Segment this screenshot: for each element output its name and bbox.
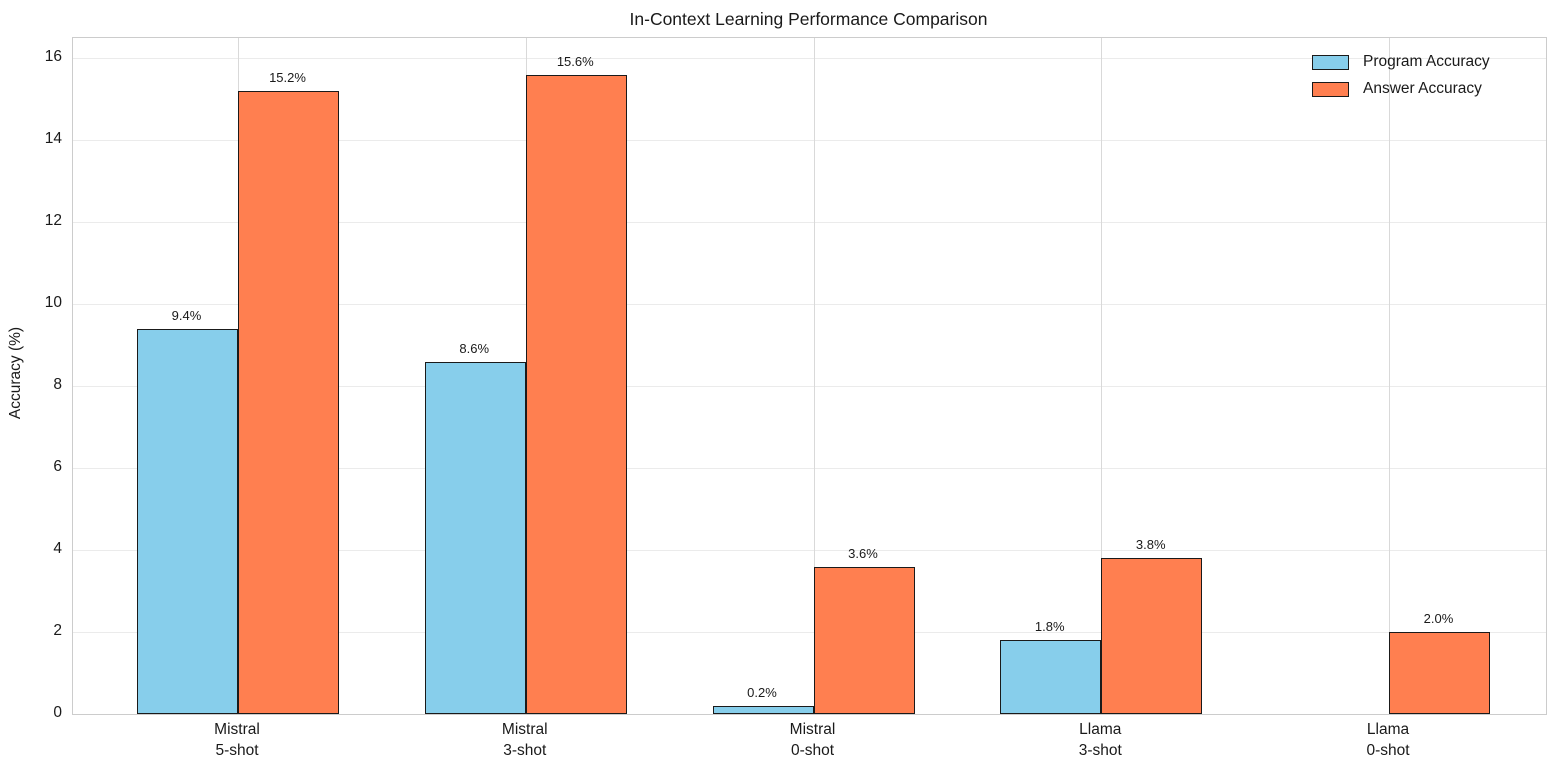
x-tick-label-mistral-3-shot: Mistral 3-shot <box>501 721 548 759</box>
v-gridline <box>1101 38 1103 714</box>
bar-program-accuracy-mistral-0-shot <box>712 705 814 714</box>
legend-swatch-program-accuracy <box>1312 54 1349 70</box>
h-gridline <box>73 386 1546 388</box>
h-gridline <box>73 304 1546 306</box>
y-tick-label: 12 <box>44 212 62 230</box>
bar-program-accuracy-mistral-5-shot <box>137 328 238 714</box>
legend-label-answer-accuracy: Answer Accuracy <box>1363 80 1482 97</box>
h-gridline <box>73 550 1546 552</box>
bar-value-label: 0.2% <box>747 684 777 700</box>
bar-answer-accuracy-mistral-3-shot <box>525 74 627 714</box>
h-gridline <box>73 222 1546 224</box>
bar-program-accuracy-mistral-3-shot <box>424 361 526 714</box>
y-tick-label: 2 <box>53 622 62 640</box>
x-tick-label-llama-0-shot: Llama 0-shot <box>1366 721 1410 759</box>
chart-title: In-Context Learning Performance Comparis… <box>629 9 988 29</box>
bar-value-label: 8.6% <box>459 340 490 356</box>
y-tick-label: 0 <box>53 704 62 721</box>
x-tick-label-mistral-5-shot: Mistral 5-shot <box>214 721 260 759</box>
plot-area <box>72 37 1547 715</box>
legend-item-answer-accuracy: Answer Accuracy <box>1312 80 1490 98</box>
y-axis-label: Accuracy (%) <box>7 326 24 420</box>
bar-answer-accuracy-mistral-0-shot <box>813 566 915 714</box>
h-gridline <box>73 58 1546 60</box>
legend-swatch-answer-accuracy <box>1312 81 1349 97</box>
y-tick-label: 14 <box>44 130 62 148</box>
legend: Program Accuracy Answer Accuracy <box>1312 53 1490 98</box>
bar-value-label: 1.8% <box>1034 619 1065 635</box>
bar-value-label: 15.2% <box>269 70 306 86</box>
y-tick-label: 4 <box>53 540 62 558</box>
y-tick-label: 6 <box>53 458 62 476</box>
h-gridline <box>73 632 1546 634</box>
bar-value-label: 2.0% <box>1423 611 1454 627</box>
x-tick-label-llama-3-shot: Llama 3-shot <box>1078 721 1122 759</box>
x-tick-label-mistral-0-shot: Mistral 0-shot <box>789 721 836 759</box>
h-gridline <box>73 140 1546 142</box>
bar-value-label: 15.6% <box>556 53 594 69</box>
legend-label-program-accuracy: Program Accuracy <box>1363 53 1490 70</box>
bar-answer-accuracy-mistral-5-shot <box>238 91 339 714</box>
v-gridline <box>813 38 815 714</box>
y-tick-label: 8 <box>53 376 62 394</box>
bar-value-label: 9.4% <box>171 307 202 323</box>
y-tick-label: 10 <box>44 294 62 312</box>
v-gridline <box>1389 38 1390 714</box>
h-gridline <box>73 468 1546 470</box>
bar-value-label: 3.6% <box>848 545 878 561</box>
bar-value-label: 3.8% <box>1135 537 1166 553</box>
bar-program-accuracy-llama-3-shot <box>1000 640 1102 714</box>
y-tick-label: 16 <box>44 48 62 66</box>
legend-item-program-accuracy: Program Accuracy <box>1312 53 1490 71</box>
bar-answer-accuracy-llama-3-shot <box>1101 558 1203 714</box>
bar-answer-accuracy-llama-0-shot <box>1389 632 1490 714</box>
